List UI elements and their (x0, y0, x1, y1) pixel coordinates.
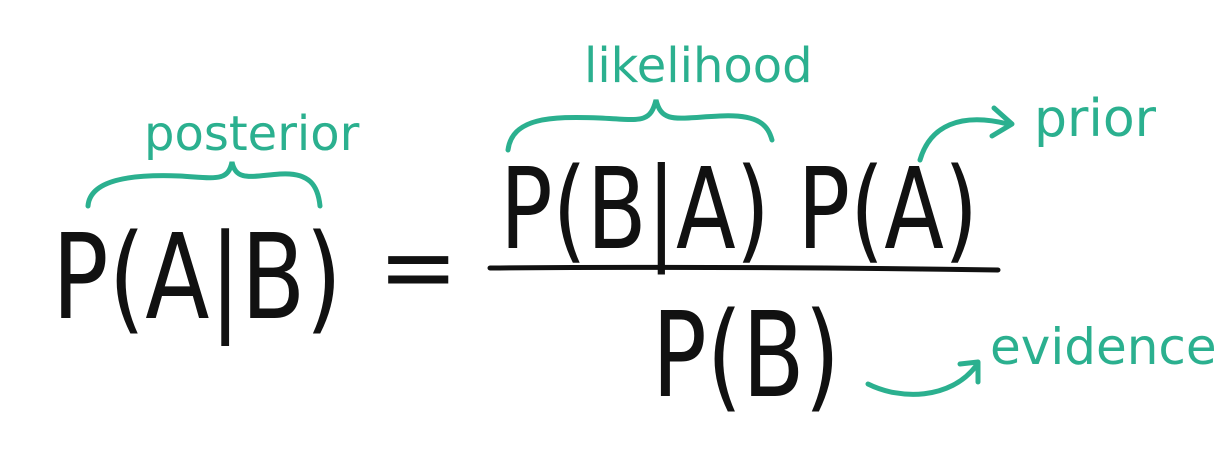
likelihood-label: likelihood (584, 38, 813, 94)
prior-arrow (917, 117, 1011, 163)
fraction-bar (487, 264, 1001, 273)
evidence-arrowhead-icon (957, 359, 981, 385)
prior-arrowhead-icon (989, 105, 1015, 139)
evidence-label: evidence (990, 318, 1217, 376)
prior-label: prior (1034, 89, 1157, 149)
equals-sign: = (378, 211, 458, 323)
denominator-expression: P(B) (652, 286, 840, 424)
numerator-expression: P(B|A) P(A) (500, 145, 978, 275)
posterior-label: posterior (144, 106, 360, 162)
lhs-posterior-expression: P(A|B) (52, 208, 342, 346)
evidence-arrow (865, 363, 979, 397)
posterior-brace (85, 161, 323, 209)
likelihood-brace (505, 99, 775, 153)
